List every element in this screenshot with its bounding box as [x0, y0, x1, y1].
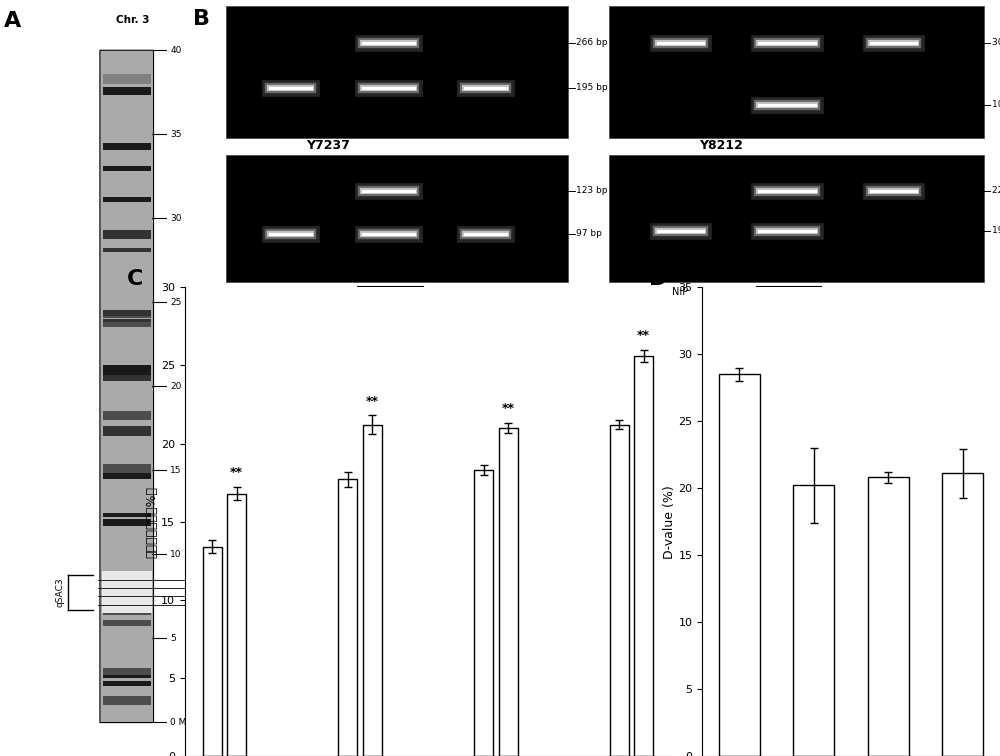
Bar: [610, 425, 629, 756]
Text: D: D: [649, 268, 667, 289]
Bar: [103, 80, 151, 83]
Bar: [103, 314, 151, 318]
Text: qSAC3: qSAC3: [56, 578, 65, 607]
Bar: [103, 373, 151, 380]
Bar: [103, 464, 151, 472]
Text: **: **: [230, 466, 243, 479]
Text: 199 bp: 199 bp: [992, 227, 1000, 235]
Bar: [103, 590, 151, 600]
Text: Y8113: Y8113: [699, 0, 743, 3]
Text: **: **: [366, 395, 379, 407]
Text: 0 Mb: 0 Mb: [170, 718, 192, 727]
Bar: [103, 519, 151, 526]
Bar: [103, 513, 151, 516]
Bar: [103, 311, 151, 316]
Text: 9311: 9311: [889, 287, 913, 297]
Bar: [103, 696, 151, 705]
Bar: [103, 91, 151, 94]
Bar: [103, 166, 151, 171]
Bar: [868, 478, 909, 756]
Bar: [634, 356, 653, 756]
Y-axis label: 直链淠粉含量（%）: 直链淠粉含量（%）: [145, 485, 158, 558]
Text: 15: 15: [170, 466, 182, 475]
FancyBboxPatch shape: [100, 50, 154, 723]
Text: HZ1218: HZ1218: [371, 287, 409, 297]
Text: **: **: [637, 329, 650, 342]
Text: Y8133: Y8133: [220, 584, 247, 593]
Bar: [103, 620, 151, 625]
FancyBboxPatch shape: [609, 6, 984, 138]
Bar: [793, 485, 834, 756]
Text: Y6665: Y6665: [307, 0, 350, 3]
Bar: [102, 572, 152, 613]
Text: 107 bp: 107 bp: [992, 101, 1000, 110]
Text: NIP: NIP: [283, 287, 299, 297]
Text: **: **: [502, 402, 515, 415]
Bar: [103, 426, 151, 435]
Text: 35: 35: [170, 130, 182, 139]
Bar: [103, 324, 151, 327]
FancyBboxPatch shape: [609, 155, 984, 281]
Text: B: B: [193, 8, 210, 29]
Bar: [103, 87, 151, 95]
Text: 40: 40: [170, 46, 182, 55]
Text: 97 bp: 97 bp: [576, 229, 602, 238]
Bar: [338, 479, 357, 756]
Bar: [103, 601, 151, 603]
Text: 9311: 9311: [480, 287, 505, 297]
Bar: [203, 547, 222, 756]
Bar: [474, 470, 493, 756]
Bar: [103, 411, 151, 420]
Text: 25: 25: [170, 298, 182, 307]
Bar: [103, 520, 151, 526]
Bar: [103, 143, 151, 150]
Bar: [103, 579, 151, 587]
Text: Y7237: Y7237: [220, 592, 247, 601]
FancyBboxPatch shape: [226, 155, 568, 281]
Text: A: A: [4, 11, 21, 31]
Text: Y7237: Y7237: [307, 139, 350, 152]
Text: Chr. 3: Chr. 3: [116, 15, 150, 25]
Bar: [103, 592, 151, 596]
Text: 195 bp: 195 bp: [576, 83, 608, 92]
Bar: [499, 428, 518, 756]
Bar: [103, 674, 151, 677]
Y-axis label: D-value (%): D-value (%): [663, 485, 676, 559]
Bar: [103, 320, 151, 324]
Bar: [103, 668, 151, 675]
Bar: [103, 365, 151, 375]
Bar: [103, 73, 151, 83]
Bar: [103, 230, 151, 239]
Bar: [103, 248, 151, 253]
Text: 301 bp: 301 bp: [992, 39, 1000, 47]
Bar: [227, 494, 246, 756]
Text: 222 bp: 222 bp: [992, 186, 1000, 195]
Bar: [103, 197, 151, 202]
Text: 123 bp: 123 bp: [576, 186, 608, 195]
Bar: [363, 425, 382, 756]
Text: HZ1218: HZ1218: [769, 287, 808, 297]
Bar: [103, 609, 151, 615]
Text: Y8212: Y8212: [220, 575, 246, 584]
Text: C: C: [127, 268, 143, 289]
Text: 5: 5: [170, 634, 176, 643]
Text: 10: 10: [170, 550, 182, 559]
Text: Y8212: Y8212: [699, 139, 743, 152]
Bar: [103, 319, 151, 321]
Text: Y6665: Y6665: [220, 600, 247, 609]
Bar: [942, 473, 983, 756]
Text: 20: 20: [170, 382, 182, 391]
Text: 30: 30: [170, 214, 182, 223]
Text: 266 bp: 266 bp: [576, 39, 608, 47]
Bar: [103, 469, 151, 479]
Bar: [103, 681, 151, 686]
Bar: [103, 572, 151, 578]
FancyBboxPatch shape: [226, 6, 568, 138]
Bar: [719, 374, 760, 756]
Text: NIP: NIP: [672, 287, 688, 297]
Bar: [103, 610, 151, 614]
